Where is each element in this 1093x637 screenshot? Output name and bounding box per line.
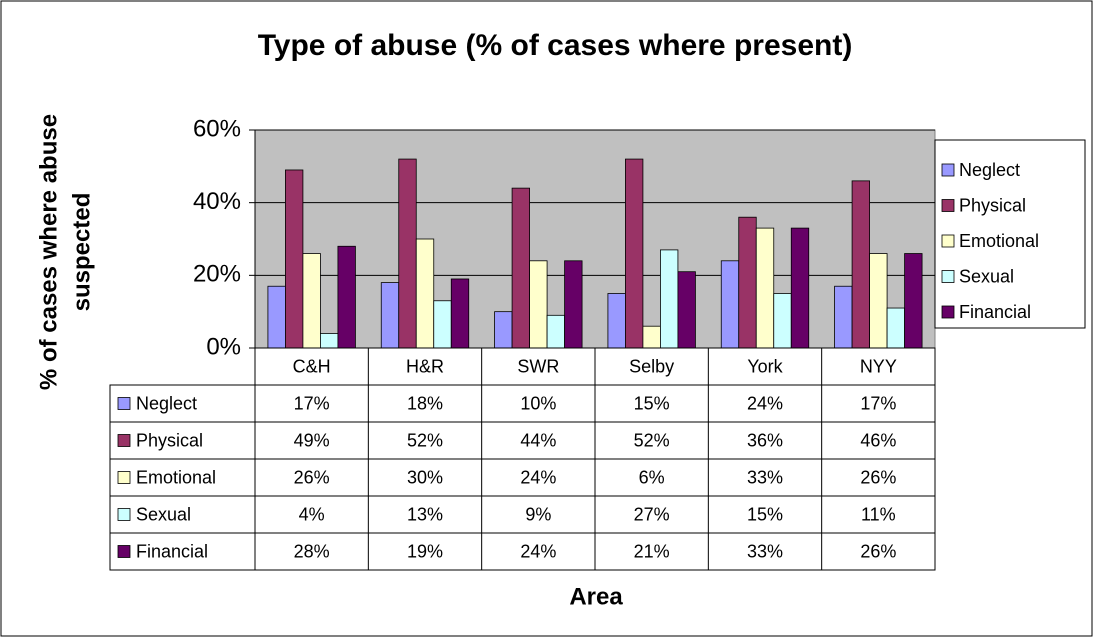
bar bbox=[285, 169, 304, 349]
y-tick-label: 40% bbox=[193, 188, 241, 215]
table-swatch bbox=[117, 545, 131, 558]
bar bbox=[450, 278, 470, 349]
table-cell: 6% bbox=[639, 467, 665, 487]
legend-label: Sexual bbox=[959, 266, 1014, 286]
bar bbox=[564, 260, 583, 349]
bar bbox=[660, 249, 679, 349]
bar bbox=[738, 216, 757, 349]
table-swatch bbox=[117, 508, 131, 521]
bar bbox=[511, 187, 530, 349]
table-cell: 15% bbox=[634, 393, 670, 413]
table-cell: 28% bbox=[294, 541, 330, 561]
table-cell: 49% bbox=[294, 430, 330, 450]
bar bbox=[677, 271, 696, 349]
bar bbox=[625, 158, 644, 349]
table-row-label: Emotional bbox=[136, 467, 216, 487]
table-cell: 24% bbox=[520, 467, 556, 487]
table-cell: 33% bbox=[747, 467, 783, 487]
table-cell: 30% bbox=[407, 467, 443, 487]
bar bbox=[494, 311, 513, 349]
table-cell: 52% bbox=[634, 430, 670, 450]
table-cell: 26% bbox=[860, 541, 896, 561]
bar bbox=[337, 245, 356, 349]
legend-box bbox=[934, 139, 1086, 329]
bar bbox=[546, 314, 565, 349]
table-cell: 26% bbox=[294, 467, 330, 487]
x-tick-label: C&H bbox=[293, 356, 331, 376]
x-tick-label: SWR bbox=[517, 356, 559, 376]
legend-swatch bbox=[941, 199, 955, 212]
y-tick-label: 0% bbox=[206, 333, 241, 360]
table-row-label: Physical bbox=[136, 430, 203, 450]
table-cell: 18% bbox=[407, 393, 443, 413]
table-cell: 26% bbox=[860, 467, 896, 487]
y-axis-label-line: % of cases where abuse bbox=[35, 114, 62, 390]
table-cell: 36% bbox=[747, 430, 783, 450]
table-row-label: Neglect bbox=[136, 393, 197, 413]
x-axis-label: Area bbox=[569, 583, 623, 610]
bar bbox=[380, 282, 400, 349]
chart-title: Type of abuse (% of cases where present) bbox=[258, 29, 853, 62]
x-tick-label: H&R bbox=[406, 356, 444, 376]
table-cell: 13% bbox=[407, 504, 443, 524]
table-cell: 52% bbox=[407, 430, 443, 450]
table-cell: 10% bbox=[520, 393, 556, 413]
bar bbox=[642, 325, 661, 349]
bar bbox=[267, 285, 286, 349]
plot-area bbox=[254, 129, 936, 349]
legend-label: Financial bbox=[959, 302, 1031, 322]
x-tick-label: NYY bbox=[860, 356, 897, 376]
x-tick-label: York bbox=[747, 356, 783, 376]
bar bbox=[302, 253, 321, 349]
table-cell: 44% bbox=[520, 430, 556, 450]
table-row-label: Financial bbox=[136, 541, 208, 561]
legend-label: Physical bbox=[959, 195, 1026, 215]
bar bbox=[869, 253, 888, 349]
table-cell: 46% bbox=[860, 430, 896, 450]
bar bbox=[773, 293, 792, 349]
bar bbox=[720, 260, 740, 349]
bar bbox=[790, 227, 810, 349]
legend-label: Emotional bbox=[959, 231, 1039, 251]
legend-swatch bbox=[941, 270, 955, 283]
table-cell: 17% bbox=[294, 393, 330, 413]
table-cell: 4% bbox=[299, 504, 325, 524]
table-cell: 27% bbox=[634, 504, 670, 524]
table-cell: 24% bbox=[520, 541, 556, 561]
bar bbox=[433, 300, 452, 349]
legend-swatch bbox=[941, 305, 955, 319]
table-swatch bbox=[117, 397, 131, 410]
table-swatch bbox=[117, 434, 131, 447]
table-swatch bbox=[117, 471, 131, 484]
table-cell: 15% bbox=[747, 504, 783, 524]
legend-swatch bbox=[941, 234, 955, 248]
table-cell: 24% bbox=[747, 393, 783, 413]
table-row-label: Sexual bbox=[136, 504, 191, 524]
bar bbox=[320, 333, 339, 349]
x-tick-label: Selby bbox=[629, 356, 674, 376]
table-cell: 21% bbox=[634, 541, 670, 561]
bar bbox=[607, 293, 626, 349]
bar bbox=[834, 285, 853, 349]
table-cell: 19% bbox=[407, 541, 443, 561]
y-axis-label-line: suspected bbox=[68, 193, 95, 312]
table-cell: 11% bbox=[861, 504, 896, 524]
y-axis-label: % of cases where abuse suspected bbox=[35, 114, 95, 390]
table-cell: 9% bbox=[525, 504, 551, 524]
bar bbox=[886, 307, 905, 349]
legend-label: Neglect bbox=[959, 160, 1020, 180]
y-tick-label: 20% bbox=[193, 261, 241, 288]
bar bbox=[415, 238, 435, 349]
bar bbox=[398, 158, 417, 349]
bar bbox=[851, 180, 870, 349]
bar bbox=[755, 227, 775, 349]
bar bbox=[529, 260, 548, 349]
table-cell: 33% bbox=[747, 541, 783, 561]
legend-swatch bbox=[941, 163, 955, 177]
table-cell: 17% bbox=[860, 393, 896, 413]
y-tick-label: 60% bbox=[193, 115, 241, 142]
bar bbox=[904, 253, 923, 349]
